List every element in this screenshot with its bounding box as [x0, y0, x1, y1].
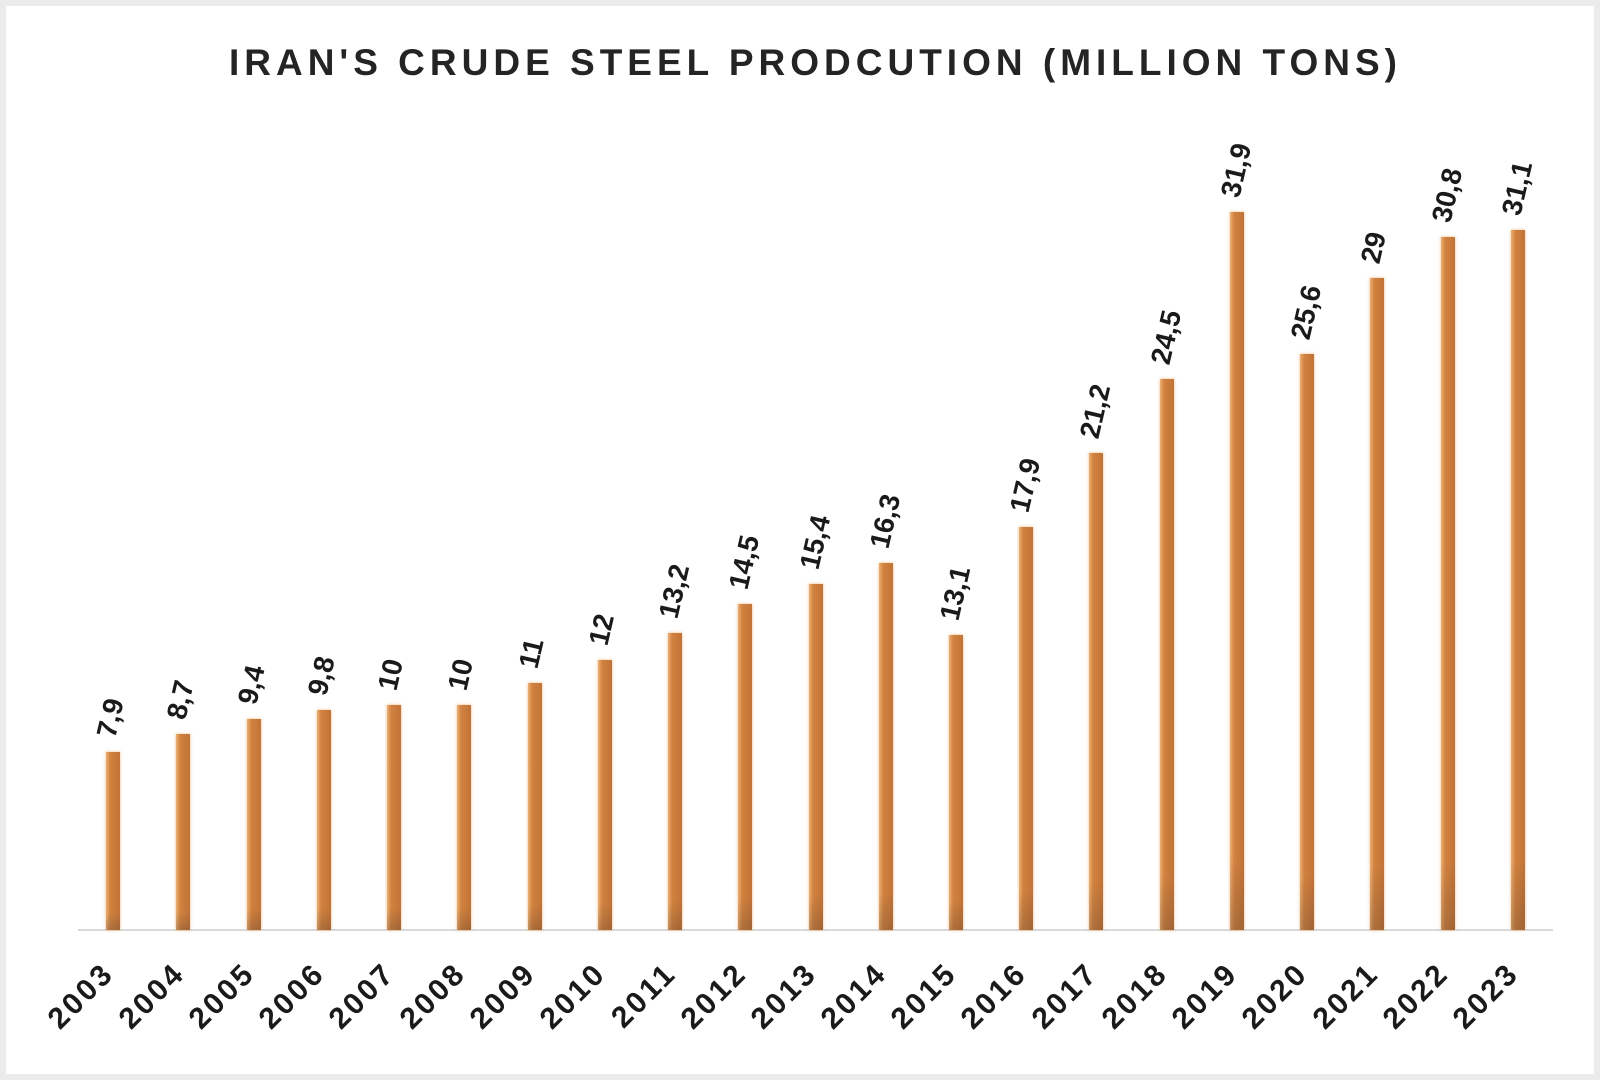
x-axis-label-2017: 2017 [1025, 956, 1105, 1036]
x-axis-label-2022: 2022 [1376, 956, 1456, 1036]
bar-2006 [316, 709, 331, 930]
bar-2007 [387, 705, 402, 930]
bar-value-label-2022: 30,8 [1425, 165, 1468, 226]
bar-value-label-2013: 15,4 [793, 511, 836, 572]
bar-2004 [176, 734, 191, 930]
x-axis-label-2009: 2009 [463, 956, 543, 1036]
x-axis-label-2010: 2010 [533, 956, 613, 1036]
bar-2023 [1510, 230, 1525, 930]
bar-2020 [1300, 354, 1315, 930]
x-axis-label-2007: 2007 [322, 956, 402, 1036]
bar-2013 [808, 583, 823, 930]
x-axis-label-2004: 2004 [112, 956, 192, 1036]
bar-value-label-2010: 12 [582, 610, 620, 649]
bar-2014 [878, 563, 893, 930]
x-axis-label-2015: 2015 [884, 956, 964, 1036]
x-axis-label-2018: 2018 [1095, 956, 1175, 1036]
x-axis-line [78, 929, 1553, 931]
x-axis-label-2012: 2012 [674, 956, 754, 1036]
bar-2012 [738, 603, 753, 930]
bar-2017 [1089, 453, 1104, 930]
bar-2008 [457, 705, 472, 930]
bar-value-label-2014: 16,3 [863, 491, 906, 552]
bar-2015 [948, 635, 963, 930]
x-axis-label-2003: 2003 [42, 956, 122, 1036]
bar-value-label-2005: 9,4 [231, 661, 271, 707]
bar-value-label-2003: 7,9 [90, 695, 130, 741]
bar-value-label-2007: 10 [371, 655, 410, 694]
bar-2019 [1229, 212, 1244, 930]
x-axis-label-2013: 2013 [744, 956, 824, 1036]
bar-2003 [106, 752, 121, 930]
bar-value-label-2017: 21,2 [1074, 381, 1117, 442]
chart-title: IRAN'S CRUDE STEEL PRODCUTION (MILLION T… [228, 42, 1402, 83]
bar-value-label-2008: 10 [442, 655, 480, 694]
bar-value-label-2019: 31,9 [1214, 140, 1258, 201]
bar-value-label-2012: 14,5 [723, 531, 766, 592]
x-axis-label-2011: 2011 [605, 956, 683, 1035]
bar-value-label-2020: 25,6 [1284, 282, 1328, 343]
bar-value-label-2006: 9,8 [301, 652, 341, 698]
x-axis-label-2014: 2014 [814, 956, 894, 1036]
bar-2016 [1019, 527, 1034, 930]
x-axis-label-2023: 2023 [1446, 956, 1526, 1036]
x-axis-label-2005: 2005 [182, 956, 262, 1036]
bar-value-label-2004: 8,7 [161, 677, 201, 723]
x-axis-label-2016: 2016 [955, 956, 1035, 1036]
bar-value-label-2023: 31,1 [1495, 158, 1539, 219]
x-axis-label-2020: 2020 [1236, 956, 1316, 1036]
bar-value-label-2011: 13,2 [652, 561, 696, 622]
bar-2011 [668, 633, 683, 930]
x-axis-label-2008: 2008 [393, 956, 473, 1036]
bar-2009 [527, 682, 542, 930]
bar-value-label-2021: 29 [1355, 228, 1393, 266]
bar-value-label-2018: 24,5 [1144, 306, 1187, 367]
x-axis-label-2021: 2021 [1306, 956, 1386, 1036]
x-axis-label-2006: 2006 [252, 956, 332, 1036]
bar-value-label-2015: 13,1 [933, 563, 977, 624]
bar-2022 [1440, 237, 1455, 930]
bar-2018 [1159, 378, 1174, 930]
bar-value-label-2016: 17,9 [1003, 455, 1047, 516]
bar-value-label-2009: 11 [512, 634, 550, 671]
x-axis-label-2019: 2019 [1165, 956, 1245, 1036]
bar-2021 [1370, 277, 1385, 930]
bar-2005 [246, 718, 261, 930]
bar-2010 [597, 660, 612, 930]
